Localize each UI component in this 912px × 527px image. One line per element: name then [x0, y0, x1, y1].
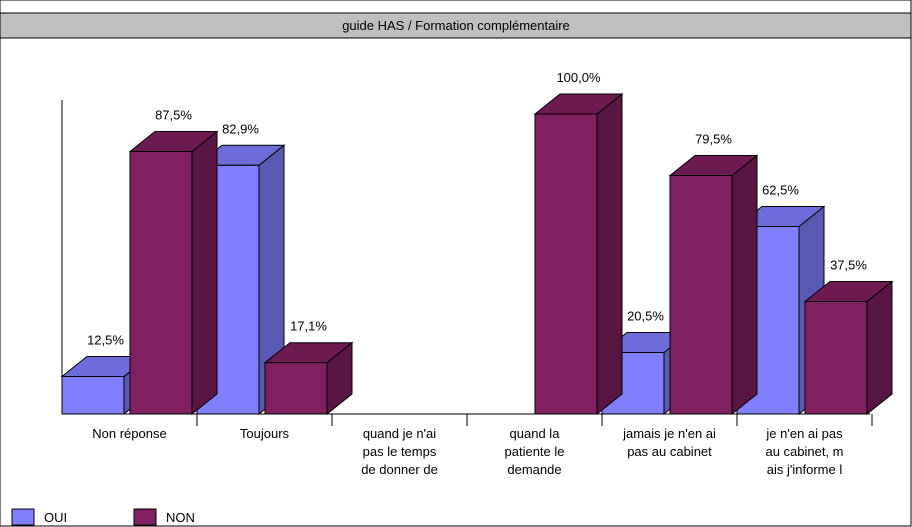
data-label: 20,5%: [627, 309, 664, 324]
data-label: 17,1%: [290, 319, 327, 334]
bar-side: [866, 280, 893, 416]
x-tick-label: jamais je n'en ai: [622, 426, 716, 441]
x-tick-label: Non réponse: [92, 426, 166, 441]
bar-side: [191, 130, 218, 416]
bar-side: [731, 154, 758, 416]
bar: [533, 92, 624, 416]
data-label: 12,5%: [87, 333, 124, 348]
data-label: 87,5%: [155, 108, 192, 123]
bar: [803, 280, 894, 416]
data-label: 79,5%: [695, 132, 732, 147]
x-tick-label: de donner de: [361, 462, 438, 477]
bar-front: [669, 175, 733, 415]
bar-front: [129, 151, 193, 415]
x-tick-label: au cabinet, m: [765, 444, 843, 459]
bar-front: [804, 301, 868, 415]
x-tick-label: Toujours: [240, 426, 290, 441]
x-tick-label: demande: [507, 462, 561, 477]
legend-label: NON: [166, 510, 195, 525]
x-tick-label: pas le temps: [363, 444, 437, 459]
bar: [263, 341, 354, 416]
bar-front: [61, 376, 125, 415]
x-tick-label: ais j'informe l: [767, 462, 843, 477]
legend-label: OUI: [44, 510, 67, 525]
data-label: 100,0%: [556, 70, 601, 85]
x-tick-label: patiente le: [505, 444, 565, 459]
bar-front: [264, 362, 328, 415]
x-tick-label: quand je n'ai: [363, 426, 436, 441]
data-label: 62,5%: [762, 183, 799, 198]
title-bar: [0, 12, 912, 39]
x-tick-label: quand la: [510, 426, 561, 441]
x-tick-label: je n'en ai pas: [765, 426, 843, 441]
bar-side: [596, 92, 623, 416]
bar: [128, 130, 219, 416]
x-tick-label: pas au cabinet: [627, 444, 712, 459]
bar: [668, 154, 759, 416]
data-label: 82,9%: [222, 121, 259, 136]
chart-title: guide HAS / Formation complémentaire: [342, 18, 570, 33]
legend-swatch: [133, 508, 157, 526]
legend-swatch: [11, 508, 35, 526]
bar-front: [534, 113, 598, 415]
data-label: 37,5%: [830, 258, 867, 273]
